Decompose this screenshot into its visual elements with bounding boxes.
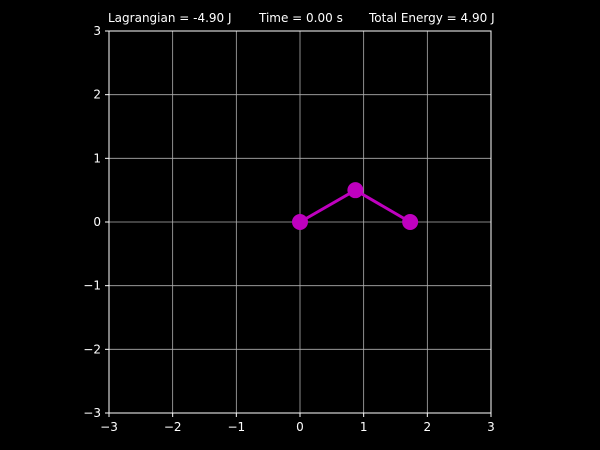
axis-ticks: −3 −2 −1 0 1 2 3 −3 −2 −1 0 1 2 3 — [83, 24, 495, 434]
x-tick-label: −1 — [227, 420, 245, 434]
x-tick-label: −3 — [100, 420, 118, 434]
x-tick-label: −2 — [164, 420, 182, 434]
time-readout: Time = 0.00 s — [259, 11, 343, 25]
total-energy-readout: Total Energy = 4.90 J — [369, 11, 495, 25]
y-tick-label: 2 — [93, 88, 101, 102]
y-tick-label: 1 — [93, 151, 101, 165]
y-tick-label: 3 — [93, 24, 101, 38]
y-tick-label: 0 — [93, 215, 101, 229]
x-tick-label: 3 — [487, 420, 495, 434]
pendulum — [292, 182, 419, 230]
pendulum-bob — [347, 182, 364, 199]
y-tick-label: −3 — [83, 406, 101, 420]
pendulum-bob — [292, 214, 308, 230]
x-tick-label: 2 — [424, 420, 432, 434]
x-tick-label: 1 — [360, 420, 368, 434]
pendulum-bob — [402, 214, 419, 230]
lagrangian-readout: Lagrangian = -4.90 J — [108, 11, 232, 25]
x-tick-label: 0 — [296, 420, 304, 434]
y-tick-label: −2 — [83, 342, 101, 356]
y-tick-label: −1 — [83, 279, 101, 293]
